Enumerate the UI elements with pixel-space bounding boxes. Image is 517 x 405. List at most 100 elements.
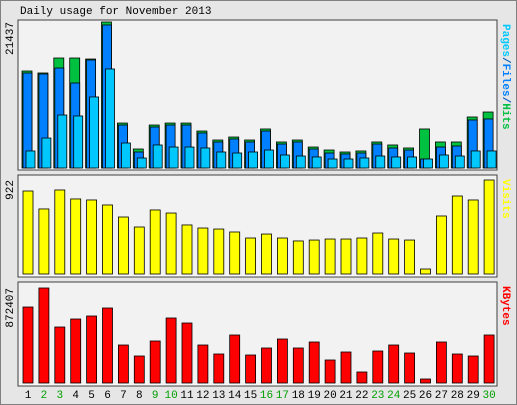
bar: [391, 156, 402, 169]
bar: [149, 209, 161, 275]
legend-entry: Files: [499, 64, 511, 97]
x-tick-label: 24: [387, 390, 401, 402]
bar: [451, 353, 463, 384]
x-tick-label: 12: [196, 390, 209, 402]
bar: [197, 227, 209, 275]
bar: [86, 199, 97, 275]
bar: [213, 353, 225, 384]
x-tick-label: 7: [120, 390, 127, 402]
bar: [181, 322, 193, 384]
bar: [359, 157, 370, 169]
bar: [388, 344, 400, 384]
bar: [248, 151, 259, 169]
x-tick-label: 19: [308, 390, 321, 402]
x-tick-label: 22: [355, 390, 368, 402]
bar: [404, 352, 416, 384]
bar: [356, 237, 368, 275]
x-tick-label: 8: [136, 390, 143, 402]
y-tick-label: 922: [5, 180, 17, 200]
panel: [17, 281, 498, 387]
bar: [54, 189, 66, 275]
legend-entry: Pages: [499, 24, 511, 57]
x-tick-label: 11: [180, 390, 194, 402]
bar: [245, 237, 257, 275]
y-tick-label: 872407: [5, 288, 17, 328]
bar: [292, 347, 304, 384]
bar: [486, 150, 497, 169]
x-tick-label: 26: [419, 390, 432, 402]
bar: [423, 158, 433, 169]
bar: [467, 199, 479, 275]
bar: [70, 318, 82, 384]
bar: [454, 155, 465, 169]
bar: [279, 154, 290, 169]
bar: [136, 157, 147, 169]
bar: [467, 355, 479, 384]
x-tick-label: 21: [339, 390, 353, 402]
chart-title: Daily usage for November 2013: [20, 6, 211, 18]
x-tick-label: 17: [276, 390, 289, 402]
bar: [213, 228, 225, 275]
bar: [404, 239, 416, 275]
bar: [340, 238, 352, 275]
bar: [264, 149, 274, 169]
legend-entry: Hits: [499, 103, 511, 129]
bar: [102, 307, 113, 384]
x-tick-label: 20: [323, 390, 336, 402]
panel: [17, 174, 498, 278]
x-tick-label: 18: [292, 390, 305, 402]
bar: [38, 208, 50, 275]
bar: [105, 68, 115, 169]
x-tick-label: 13: [212, 390, 225, 402]
bar: [102, 204, 113, 275]
legend-entry: Visits: [499, 179, 511, 219]
bar: [118, 216, 129, 275]
x-tick-label: 23: [371, 390, 384, 402]
bar: [276, 237, 288, 275]
x-tick-label: 10: [164, 390, 177, 402]
bar: [261, 347, 272, 384]
bar: [168, 146, 179, 169]
bar: [340, 351, 352, 384]
bar: [245, 354, 257, 384]
bar: [324, 238, 336, 275]
bar: [229, 231, 241, 275]
bar: [308, 341, 320, 384]
bar: [232, 152, 243, 169]
bar: [152, 144, 163, 169]
bar: [22, 306, 34, 384]
bar: [70, 198, 82, 275]
bar: [149, 340, 161, 384]
bar: [57, 114, 68, 169]
bar: [470, 150, 481, 169]
x-tick-label: 16: [260, 390, 273, 402]
x-tick-label: 2: [41, 390, 48, 402]
bar: [89, 96, 99, 169]
bar: [451, 195, 463, 275]
legend: Visits: [499, 179, 511, 219]
legend: KBytes: [499, 286, 511, 326]
bar: [292, 240, 304, 275]
x-tick-label: 5: [88, 390, 95, 402]
bar: [483, 334, 495, 384]
legend-separator: /: [499, 97, 511, 104]
bar: [420, 268, 431, 275]
bar: [229, 334, 241, 384]
x-tick-label: 15: [244, 390, 257, 402]
bar: [438, 154, 449, 169]
bar: [327, 158, 338, 169]
bar: [22, 190, 34, 275]
bar: [86, 315, 97, 384]
x-tick-label: 9: [152, 390, 159, 402]
x-tick-label: 14: [228, 390, 242, 402]
bar: [343, 158, 354, 169]
bar: [261, 233, 272, 275]
bar: [435, 341, 447, 384]
x-tick-label: 3: [56, 390, 63, 402]
bar: [308, 239, 320, 275]
bar: [118, 344, 129, 384]
x-tick-label: 29: [467, 390, 480, 402]
bar: [38, 287, 50, 384]
bar: [295, 155, 306, 169]
x-tick-label: 1: [25, 390, 32, 402]
